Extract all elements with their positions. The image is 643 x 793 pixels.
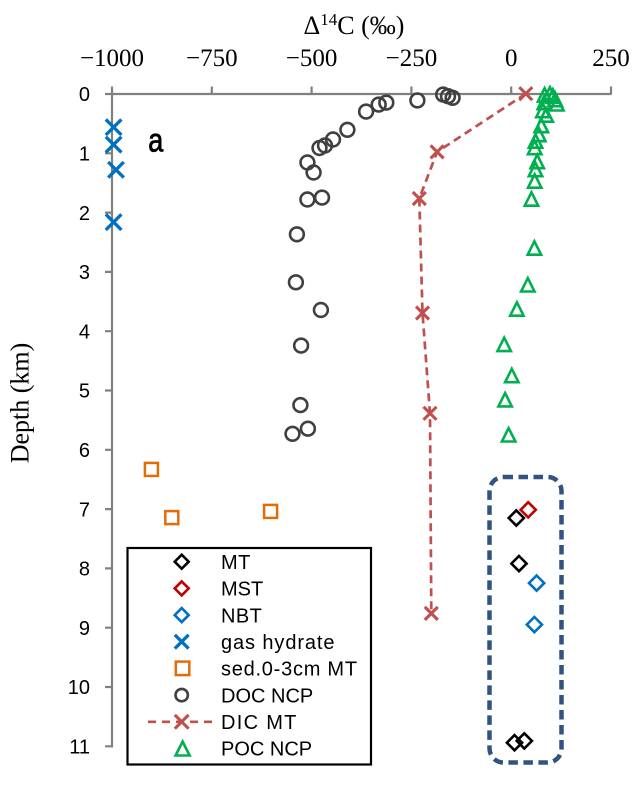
svg-text:−500: −500	[286, 45, 338, 72]
svg-text:Depth (km): Depth (km)	[6, 343, 35, 464]
svg-text:POC NCP: POC NCP	[221, 739, 312, 761]
svg-text:gas hydrate: gas hydrate	[221, 632, 335, 654]
svg-text:sed.0-3cm MT: sed.0-3cm MT	[221, 659, 358, 681]
svg-text:1: 1	[79, 144, 90, 166]
svg-text:10: 10	[68, 677, 90, 699]
svg-text:MST: MST	[221, 579, 263, 601]
svg-text:−250: −250	[386, 45, 438, 72]
svg-text:−750: −750	[186, 45, 238, 72]
svg-text:5: 5	[79, 381, 90, 403]
svg-text:7: 7	[79, 499, 90, 521]
svg-text:Δ14C (‰): Δ14C (‰)	[304, 10, 405, 40]
svg-text:0: 0	[79, 84, 90, 106]
svg-text:6: 6	[79, 440, 90, 462]
svg-text:2: 2	[79, 203, 90, 225]
svg-text:DIC MT: DIC MT	[221, 712, 298, 734]
svg-text:3: 3	[79, 262, 90, 284]
svg-text:MT: MT	[221, 552, 251, 574]
svg-text:0: 0	[505, 45, 518, 72]
svg-text:250: 250	[592, 45, 630, 72]
svg-text:a: a	[148, 122, 164, 159]
svg-text:DOC NCP: DOC NCP	[221, 685, 313, 707]
svg-text:11: 11	[69, 737, 90, 759]
svg-text:9: 9	[79, 618, 90, 640]
svg-text:−1000: −1000	[80, 45, 144, 72]
svg-text:NBT: NBT	[221, 605, 262, 627]
svg-text:4: 4	[79, 321, 90, 343]
svg-text:8: 8	[79, 559, 90, 581]
